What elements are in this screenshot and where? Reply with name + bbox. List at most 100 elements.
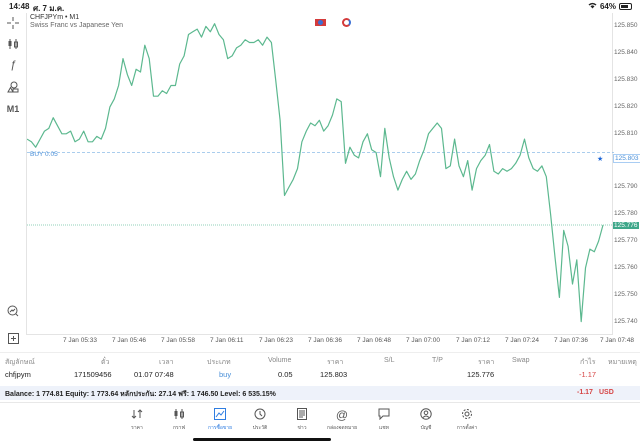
chart-symbol: CHFJPYm • M1 (30, 14, 80, 21)
nav-label: ข่าว (297, 425, 307, 431)
home-indicator[interactable] (193, 438, 331, 441)
add-object-icon[interactable] (4, 330, 22, 346)
header-type[interactable]: ประเภท (207, 359, 231, 366)
price-chart[interactable] (26, 13, 614, 335)
chart-icon (173, 408, 185, 422)
mailbox-icon: @ (335, 408, 349, 422)
header-price[interactable]: ราคา (478, 359, 495, 366)
nav-news[interactable]: ข่าว (284, 408, 320, 432)
price-tick: 125.840 (614, 49, 638, 57)
time-tick: 7 Jan 07:12 (456, 337, 490, 344)
status-bar: 14:48 ศ. 7 ม.ค. 64% (0, 0, 640, 13)
nav-quotes[interactable]: ราคา (119, 408, 155, 432)
quotes-icon (131, 408, 143, 422)
price-tick: 125.850 (614, 22, 638, 30)
position-star-icon: ★ (597, 156, 604, 163)
time-tick: 7 Jan 06:23 (259, 337, 293, 344)
row-time: 01.07 07:48 (134, 370, 174, 379)
header-profit[interactable]: กำไร (580, 359, 596, 366)
row-ticket: 171509456 (74, 370, 112, 379)
nav-label: บัญชี (420, 425, 432, 431)
nav-history[interactable]: ประวัติ (242, 408, 278, 432)
header-time[interactable]: เวลา (159, 359, 174, 366)
row-price: 125.776 (467, 370, 495, 379)
header-tp[interactable]: T/P (432, 357, 443, 364)
status-date: ศ. 7 ม.ค. (33, 4, 65, 13)
price-tick: 125.750 (614, 290, 638, 298)
buy-price-tag: 125.803 (613, 154, 640, 163)
nav-mailbox[interactable]: @ กล่องจดหมาย (324, 408, 360, 432)
buy-position-label: BUY 0.05 (30, 151, 58, 158)
currency-flag-icon[interactable] (315, 19, 326, 26)
nav-accounts[interactable]: บัญชี (408, 408, 444, 432)
time-tick: 7 Jan 05:58 (161, 337, 195, 344)
account-summary-text: Balance: 1 774.81 Equity: 1 773.64 หลักป… (5, 391, 276, 398)
time-tick: 7 Jan 07:24 (505, 337, 539, 344)
battery-icon (619, 3, 632, 10)
time-tick: 7 Jan 06:36 (308, 337, 342, 344)
nav-trade[interactable]: การซื้อขาย (202, 408, 238, 432)
left-toolbar: ƒ M1 (0, 13, 26, 344)
broker-logo-icon[interactable] (342, 18, 351, 27)
price-tick: 125.810 (614, 129, 638, 137)
nav-label: ราคา (131, 425, 143, 431)
chart-line-plot (27, 23, 614, 323)
header-swap[interactable]: Swap (512, 357, 530, 364)
row-profit: -1.17 (579, 370, 597, 379)
nav-settings[interactable]: การตั้งค่า (449, 408, 485, 432)
accounts-icon (420, 408, 432, 422)
trade-icon (214, 408, 226, 422)
candlestick-icon[interactable] (4, 36, 22, 52)
positions-table-header: สัญลักษณ์ ตั๋ว เวลา ประเภท Volume ราคา S… (0, 352, 640, 366)
price-tick: 125.790 (614, 183, 638, 191)
price-tick: 125.780 (614, 210, 638, 218)
nav-label: การตั้งค่า (456, 425, 478, 431)
status-time: 14:48 (9, 2, 30, 11)
zoom-chart-icon[interactable] (4, 303, 22, 319)
nav-label: การซื้อขาย (207, 425, 233, 431)
function-icon[interactable]: ƒ (9, 59, 17, 71)
header-comment[interactable]: หมายเหตุ (608, 359, 637, 366)
nav-label: กล่องจดหมาย (326, 425, 358, 431)
price-tick: 125.830 (614, 76, 638, 84)
wifi-icon (588, 2, 597, 11)
settings-icon (461, 408, 473, 422)
chat-icon (378, 408, 390, 422)
bid-price-tag: 125.776 (613, 222, 639, 229)
time-axis: 7 Jan 05:33 7 Jan 05:46 7 Jan 05:58 7 Jan 0… (26, 335, 640, 346)
header-symbol[interactable]: สัญลักษณ์ (5, 359, 35, 366)
news-icon (296, 408, 308, 422)
objects-icon[interactable] (4, 79, 22, 95)
time-tick: 7 Jan 06:48 (357, 337, 391, 344)
time-tick: 7 Jan 05:46 (112, 337, 146, 344)
chart-badges (315, 18, 351, 27)
row-type: buy (219, 370, 232, 379)
nav-label: ประวัติ (252, 425, 268, 431)
crosshair-icon[interactable] (4, 15, 22, 31)
account-summary-bar: Balance: 1 774.81 Equity: 1 773.64 หลักป… (0, 386, 640, 400)
nav-chat[interactable]: แชท (366, 408, 402, 432)
status-right: 64% (588, 2, 632, 11)
header-open-price[interactable]: ราคา (327, 359, 344, 366)
header-volume[interactable]: Volume (268, 357, 292, 364)
price-tick: 125.760 (614, 263, 638, 271)
chart-description: Swiss Franc vs Japanese Yen (30, 22, 123, 29)
header-sl[interactable]: S/L (384, 357, 395, 364)
timeframe-button[interactable]: M1 (6, 104, 20, 114)
nav-label: แชท (379, 425, 389, 431)
account-currency: USD (599, 389, 614, 396)
time-tick: 7 Jan 07:48 (600, 337, 634, 344)
price-axis: 125.740 125.750 125.760 125.770 125.780 125.7… (613, 13, 640, 335)
price-tick: 125.820 (614, 102, 638, 110)
total-profit: -1.17 (577, 389, 593, 396)
header-ticket[interactable]: ตั๋ว (101, 359, 110, 366)
history-icon (254, 408, 266, 422)
nav-chart[interactable]: กราฟ (161, 408, 197, 432)
table-row[interactable]: chfjpym 171509456 01.07 07:48 buy 0.05 1… (0, 366, 640, 386)
time-tick: 7 Jan 07:36 (554, 337, 588, 344)
row-open-price: 125.803 (320, 370, 348, 379)
time-tick: 7 Jan 06:11 (210, 337, 244, 344)
bottom-nav: ราคา กราฟ การซื้อขาย ประวัติ ข่าว @ กล่องจดหมา… (0, 402, 640, 447)
time-tick: 7 Jan 07:00 (406, 337, 440, 344)
nav-label: กราฟ (172, 425, 186, 431)
